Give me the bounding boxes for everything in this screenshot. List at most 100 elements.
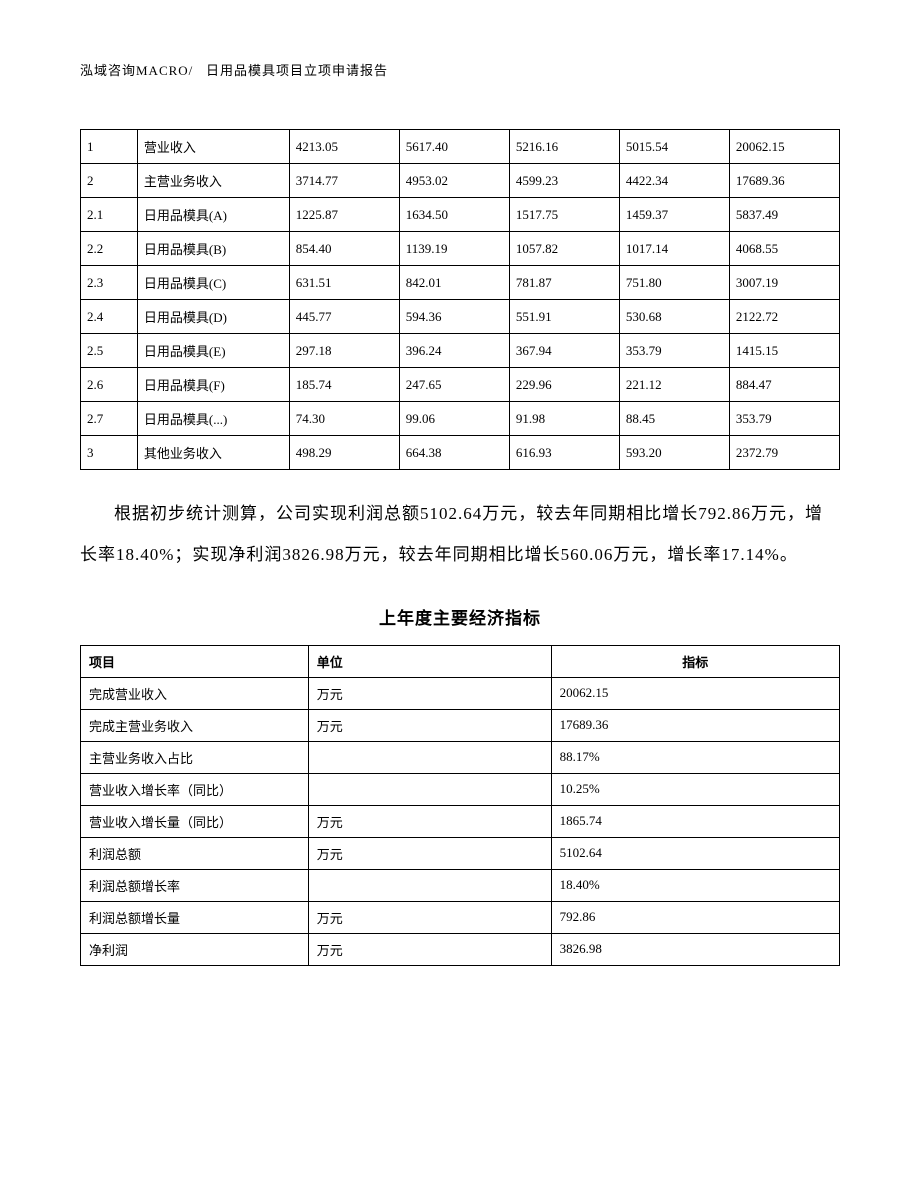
table-cell: 4422.34: [619, 164, 729, 198]
page-header: 泓域咨询MACRO/ 日用品模具项目立项申请报告: [80, 60, 840, 79]
table-cell: 1865.74: [551, 805, 839, 837]
table-cell: 主营业务收入占比: [81, 741, 309, 773]
table-cell: 主营业务收入: [137, 164, 289, 198]
table-cell: 781.87: [509, 266, 619, 300]
revenue-table-body: 1营业收入4213.055617.405216.165015.5420062.1…: [81, 130, 840, 470]
table-cell: 其他业务收入: [137, 436, 289, 470]
table-cell: 664.38: [399, 436, 509, 470]
table-cell: 18.40%: [551, 869, 839, 901]
col-header-item: 项目: [81, 645, 309, 677]
indicators-table-body: 完成营业收入万元20062.15完成主营业务收入万元17689.36主营业务收入…: [81, 677, 840, 965]
table-cell: 5617.40: [399, 130, 509, 164]
table-row: 主营业务收入占比 88.17%: [81, 741, 840, 773]
table-cell: 20062.15: [551, 677, 839, 709]
table-cell: 万元: [308, 933, 551, 965]
table-cell: 594.36: [399, 300, 509, 334]
table-cell: 1517.75: [509, 198, 619, 232]
table-cell: 1057.82: [509, 232, 619, 266]
table-cell: 445.77: [289, 300, 399, 334]
table-cell: 5216.16: [509, 130, 619, 164]
table-row: 净利润万元3826.98: [81, 933, 840, 965]
table-cell: 17689.36: [729, 164, 839, 198]
table-row: 2.5日用品模具(E)297.18396.24367.94353.791415.…: [81, 334, 840, 368]
table-cell: 593.20: [619, 436, 729, 470]
table-cell: 20062.15: [729, 130, 839, 164]
indicators-header-row: 项目 单位 指标: [81, 645, 840, 677]
table-cell: 353.79: [619, 334, 729, 368]
table-cell: 74.30: [289, 402, 399, 436]
table-row: 营业收入增长率（同比） 10.25%: [81, 773, 840, 805]
table-cell: 247.65: [399, 368, 509, 402]
table-cell: 完成营业收入: [81, 677, 309, 709]
table-cell: 4953.02: [399, 164, 509, 198]
table-cell: 1017.14: [619, 232, 729, 266]
table-cell: 2.4: [81, 300, 138, 334]
table-cell: 1225.87: [289, 198, 399, 232]
table-cell: 4213.05: [289, 130, 399, 164]
table-cell: 万元: [308, 837, 551, 869]
table-cell: [308, 741, 551, 773]
table-cell: 792.86: [551, 901, 839, 933]
table-cell: 日用品模具(B): [137, 232, 289, 266]
table-cell: 2.6: [81, 368, 138, 402]
table-row: 完成主营业务收入万元17689.36: [81, 709, 840, 741]
table-cell: 91.98: [509, 402, 619, 436]
table-cell: 229.96: [509, 368, 619, 402]
table-cell: 17689.36: [551, 709, 839, 741]
table-cell: 221.12: [619, 368, 729, 402]
table-cell: 88.17%: [551, 741, 839, 773]
table-cell: 396.24: [399, 334, 509, 368]
table-cell: 营业收入: [137, 130, 289, 164]
table-cell: 185.74: [289, 368, 399, 402]
table-row: 2.1日用品模具(A)1225.871634.501517.751459.375…: [81, 198, 840, 232]
table-cell: 616.93: [509, 436, 619, 470]
table-row: 利润总额万元5102.64: [81, 837, 840, 869]
col-header-unit: 单位: [308, 645, 551, 677]
header-left: 泓域咨询MACRO/: [80, 63, 193, 78]
table-cell: 551.91: [509, 300, 619, 334]
table-row: 2.7日用品模具(...)74.3099.0691.9888.45353.79: [81, 402, 840, 436]
table-cell: 353.79: [729, 402, 839, 436]
table-cell: 5837.49: [729, 198, 839, 232]
table-cell: 利润总额增长率: [81, 869, 309, 901]
table-cell: 万元: [308, 677, 551, 709]
table-cell: 1459.37: [619, 198, 729, 232]
table-cell: [308, 773, 551, 805]
table-cell: 利润总额增长量: [81, 901, 309, 933]
table-cell: 5015.54: [619, 130, 729, 164]
table-cell: 530.68: [619, 300, 729, 334]
indicators-table: 项目 单位 指标 完成营业收入万元20062.15完成主营业务收入万元17689…: [80, 645, 840, 966]
table-cell: 2372.79: [729, 436, 839, 470]
table-cell: 日用品模具(E): [137, 334, 289, 368]
table-cell: 万元: [308, 901, 551, 933]
table-cell: 99.06: [399, 402, 509, 436]
table-cell: 751.80: [619, 266, 729, 300]
table-row: 利润总额增长量万元792.86: [81, 901, 840, 933]
table-cell: 完成主营业务收入: [81, 709, 309, 741]
table-cell: 2122.72: [729, 300, 839, 334]
table-cell: 净利润: [81, 933, 309, 965]
table-cell: 营业收入增长率（同比）: [81, 773, 309, 805]
table-cell: 1139.19: [399, 232, 509, 266]
table-cell: 842.01: [399, 266, 509, 300]
table-cell: 日用品模具(C): [137, 266, 289, 300]
table-cell: 4068.55: [729, 232, 839, 266]
table-row: 2.2日用品模具(B)854.401139.191057.821017.1440…: [81, 232, 840, 266]
table-cell: 万元: [308, 805, 551, 837]
table-cell: 3007.19: [729, 266, 839, 300]
sub-title: 上年度主要经济指标: [80, 604, 840, 629]
table-cell: 884.47: [729, 368, 839, 402]
table-cell: 1: [81, 130, 138, 164]
table-cell: 利润总额: [81, 837, 309, 869]
table-row: 3其他业务收入498.29664.38616.93593.202372.79: [81, 436, 840, 470]
table-cell: 10.25%: [551, 773, 839, 805]
table-cell: 854.40: [289, 232, 399, 266]
table-cell: 2.2: [81, 232, 138, 266]
table-row: 利润总额增长率 18.40%: [81, 869, 840, 901]
revenue-breakdown-table: 1营业收入4213.055617.405216.165015.5420062.1…: [80, 129, 840, 470]
header-right: 日用品模具项目立项申请报告: [206, 63, 388, 78]
table-cell: 3714.77: [289, 164, 399, 198]
table-cell: 631.51: [289, 266, 399, 300]
table-row: 2主营业务收入3714.774953.024599.234422.3417689…: [81, 164, 840, 198]
table-cell: 2.5: [81, 334, 138, 368]
